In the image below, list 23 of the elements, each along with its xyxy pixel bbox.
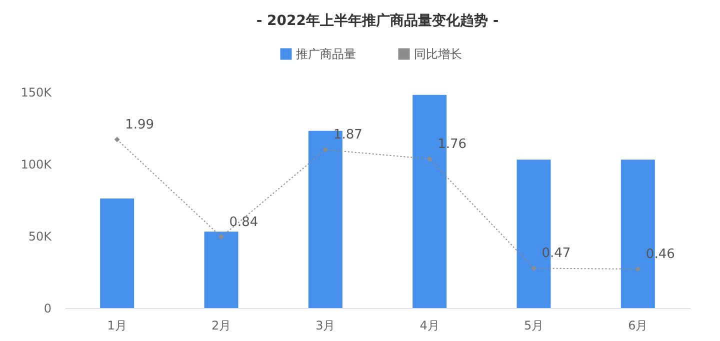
- point: [531, 265, 536, 271]
- legend-label: 同比增长: [414, 47, 462, 61]
- y-tick-label: 100K: [20, 158, 53, 172]
- data-label: 0.84: [229, 214, 258, 230]
- x-tick-label: 3月: [316, 318, 336, 332]
- x-tick-label: 6月: [628, 318, 648, 332]
- point: [218, 234, 224, 240]
- legend-label: 推广商品量: [296, 47, 356, 61]
- point: [114, 136, 120, 142]
- point: [426, 156, 432, 162]
- point: [322, 146, 328, 152]
- chart-title: - 2022年上半年推广商品量变化趋势 -: [256, 12, 499, 29]
- y-tick-label: 0: [44, 302, 52, 316]
- point: [635, 266, 641, 272]
- bar: [204, 232, 238, 308]
- x-tick-label: 1月: [107, 318, 127, 332]
- y-tick-label: 150K: [20, 86, 53, 100]
- bar: [100, 198, 134, 308]
- x-tick-label: 2月: [211, 318, 232, 332]
- y-tick-label: 50K: [28, 230, 53, 244]
- x-tick-label: 4月: [420, 318, 440, 332]
- x-tick-label: 5月: [524, 318, 544, 332]
- data-label: 1.99: [125, 118, 154, 133]
